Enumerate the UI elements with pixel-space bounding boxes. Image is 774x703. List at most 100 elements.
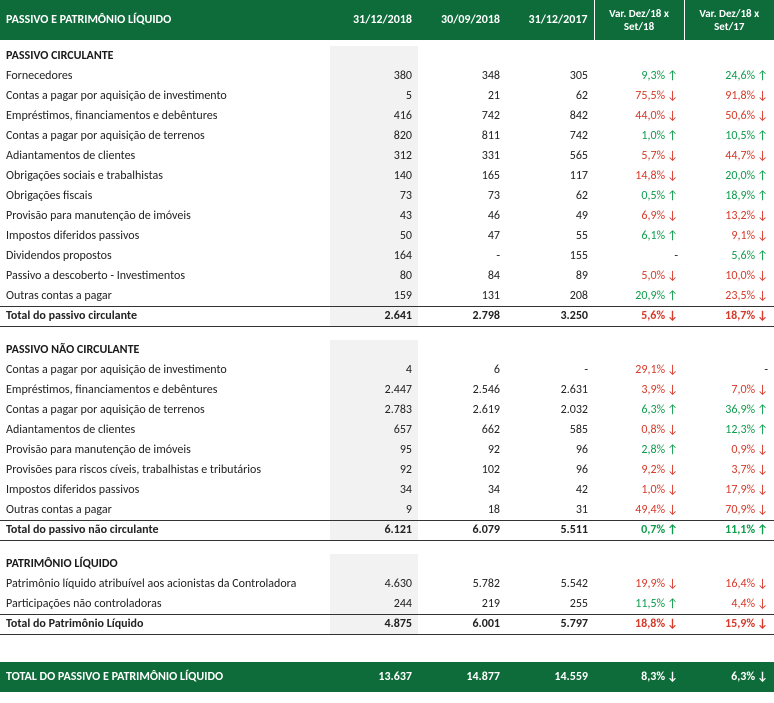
row-p2: 70,9%↓ xyxy=(684,500,774,520)
row-v1: 2.783 xyxy=(330,400,418,420)
row-v1: 657 xyxy=(330,420,418,440)
row-v2: 5.782 xyxy=(418,574,506,594)
row-label: Outras contas a pagar xyxy=(0,286,330,306)
row-p2: 18,9%↑ xyxy=(684,186,774,206)
subtotal-row: Total do passivo não circulante6.1216.07… xyxy=(0,520,774,540)
row-label: Obrigações sociais e trabalhistas xyxy=(0,166,330,186)
row-p1: 6,3%↑ xyxy=(594,400,684,420)
row-v3: 2.631 xyxy=(506,380,594,400)
row-p1: 6,1%↑ xyxy=(594,226,684,246)
row-v2: 742 xyxy=(418,106,506,126)
table-row: Obrigações fiscais7373620,5%↑18,9%↑ xyxy=(0,186,774,206)
row-p2: 36,9%↑ xyxy=(684,400,774,420)
grand-v1: 13.637 xyxy=(330,662,418,692)
row-label: Provisão para manutenção de imóveis xyxy=(0,206,330,226)
row-v2: 331 xyxy=(418,146,506,166)
row-v3: 96 xyxy=(506,440,594,460)
row-p1: 44,0%↓ xyxy=(594,106,684,126)
row-p1: 6,9%↓ xyxy=(594,206,684,226)
row-p1: 3,9%↓ xyxy=(594,380,684,400)
row-v1: 164 xyxy=(330,246,418,266)
row-v2: 21 xyxy=(418,86,506,106)
section-title: PATRIMÔNIO LÍQUIDO xyxy=(0,554,330,574)
row-v3: 49 xyxy=(506,206,594,226)
table-row: Impostos diferidos passivos5047556,1%↑9,… xyxy=(0,226,774,246)
row-v3: 89 xyxy=(506,266,594,286)
row-label: Contas a pagar por aquisição de investim… xyxy=(0,360,330,380)
section-title: PASSIVO CIRCULANTE xyxy=(0,46,330,66)
header-var1: Var. Dez/18 x Set/18 xyxy=(594,0,684,40)
row-p1: 14,8%↓ xyxy=(594,166,684,186)
row-p2: 24,6%↑ xyxy=(684,66,774,86)
table-header-row: PASSIVO E PATRIMÔNIO LÍQUIDO31/12/201830… xyxy=(0,0,774,40)
row-v2: 6 xyxy=(418,360,506,380)
row-p2: 23,5%↓ xyxy=(684,286,774,306)
table-row: Contas a pagar por aquisição de investim… xyxy=(0,360,774,380)
row-v3: 2.032 xyxy=(506,400,594,420)
row-v1: 73 xyxy=(330,186,418,206)
header-col1: 31/12/2018 xyxy=(330,0,418,40)
row-label: Contas a pagar por aquisição de terrenos xyxy=(0,126,330,146)
subtotal-v3: 3.250 xyxy=(506,306,594,326)
row-v1: 2.447 xyxy=(330,380,418,400)
section-title-row: PASSIVO CIRCULANTE xyxy=(0,46,774,66)
row-label: Contas a pagar por aquisição de investim… xyxy=(0,86,330,106)
subtotal-row: Total do passivo circulante2.6412.7983.2… xyxy=(0,306,774,326)
grand-total-row: TOTAL DO PASSIVO E PATRIMÔNIO LÍQUIDO13.… xyxy=(0,662,774,692)
row-p1: - xyxy=(594,246,684,266)
row-v2: 47 xyxy=(418,226,506,246)
table-row: Contas a pagar por aquisição de investim… xyxy=(0,86,774,106)
row-p1: 11,5%↑ xyxy=(594,594,684,614)
row-v1: 312 xyxy=(330,146,418,166)
row-label: Dividendos propostos xyxy=(0,246,330,266)
row-v3: 842 xyxy=(506,106,594,126)
row-v3: 62 xyxy=(506,86,594,106)
row-v1: 34 xyxy=(330,480,418,500)
subtotal-p2: 15,9%↓ xyxy=(684,614,774,634)
row-label: Provisões para riscos cíveis, trabalhist… xyxy=(0,460,330,480)
row-v2: 92 xyxy=(418,440,506,460)
row-label: Outras contas a pagar xyxy=(0,500,330,520)
row-v3: 585 xyxy=(506,420,594,440)
table-row: Empréstimos, financiamentos e debêntures… xyxy=(0,380,774,400)
row-label: Adiantamentos de clientes xyxy=(0,146,330,166)
row-v3: 208 xyxy=(506,286,594,306)
row-p2: 17,9%↓ xyxy=(684,480,774,500)
row-p1: 1,0%↓ xyxy=(594,480,684,500)
table-row: Impostos diferidos passivos3434421,0%↓17… xyxy=(0,480,774,500)
row-p2: 7,0%↓ xyxy=(684,380,774,400)
subtotal-v1: 4.875 xyxy=(330,614,418,634)
subtotal-p1: 0,7%↑ xyxy=(594,520,684,540)
table-row: Outras contas a pagar15913120820,9%↑23,5… xyxy=(0,286,774,306)
row-p2: 4,4%↓ xyxy=(684,594,774,614)
row-p1: 29,1%↓ xyxy=(594,360,684,380)
row-p1: 20,9%↑ xyxy=(594,286,684,306)
row-p1: 49,4%↓ xyxy=(594,500,684,520)
row-label: Fornecedores xyxy=(0,66,330,86)
table-row: Passivo a descoberto - Investimentos8084… xyxy=(0,266,774,286)
row-p1: 0,8%↓ xyxy=(594,420,684,440)
row-v2: 46 xyxy=(418,206,506,226)
row-v1: 9 xyxy=(330,500,418,520)
subtotal-v1: 6.121 xyxy=(330,520,418,540)
table-row: Fornecedores3803483059,3%↑24,6%↑ xyxy=(0,66,774,86)
row-p2: - xyxy=(684,360,774,380)
row-label: Adiantamentos de clientes xyxy=(0,420,330,440)
row-v2: 2.546 xyxy=(418,380,506,400)
row-p2: 44,7%↓ xyxy=(684,146,774,166)
row-p1: 9,2%↓ xyxy=(594,460,684,480)
subtotal-v2: 6.079 xyxy=(418,520,506,540)
row-v3: 565 xyxy=(506,146,594,166)
row-v1: 4.630 xyxy=(330,574,418,594)
subtotal-p2: 18,7%↓ xyxy=(684,306,774,326)
table-row: Dividendos propostos164-155-5,6%↑ xyxy=(0,246,774,266)
row-label: Impostos diferidos passivos xyxy=(0,226,330,246)
financial-table: PASSIVO E PATRIMÔNIO LÍQUIDO31/12/201830… xyxy=(0,0,774,692)
row-p2: 91,8%↓ xyxy=(684,86,774,106)
row-v3: 5.542 xyxy=(506,574,594,594)
row-p1: 5,7%↓ xyxy=(594,146,684,166)
row-v1: 5 xyxy=(330,86,418,106)
row-v2: 165 xyxy=(418,166,506,186)
row-v2: 348 xyxy=(418,66,506,86)
table-row: Contas a pagar por aquisição de terrenos… xyxy=(0,126,774,146)
